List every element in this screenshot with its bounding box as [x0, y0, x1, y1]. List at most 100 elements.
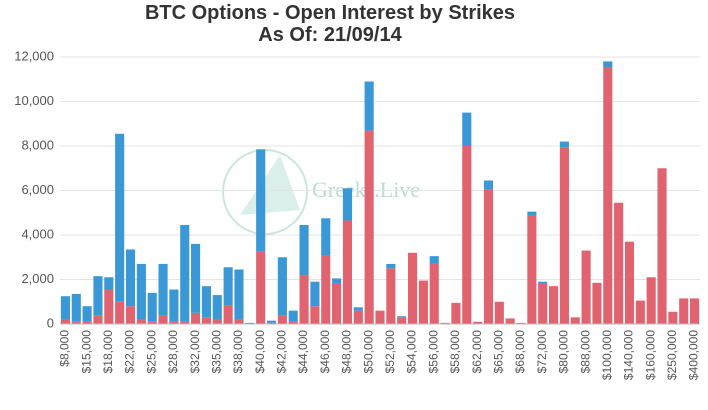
- bar-segment: [451, 303, 460, 324]
- x-tick-label: $46,000: [318, 330, 332, 374]
- x-tick-label: $35,000: [209, 330, 223, 374]
- bar-segment: [224, 305, 233, 324]
- bar-segment: [148, 293, 157, 322]
- bar-segment: [679, 298, 688, 324]
- bar-segment: [354, 311, 363, 324]
- x-tick-label: $42,000: [275, 330, 289, 374]
- bar-segment: [603, 67, 612, 324]
- bar-segment: [614, 203, 623, 324]
- x-tick-label: $54,000: [405, 330, 419, 374]
- x-tick-label: $8,000: [58, 330, 72, 367]
- bar-segment: [527, 212, 536, 215]
- bar-segment: [234, 269, 243, 319]
- bar-segment: [256, 252, 265, 324]
- bar-segment: [278, 315, 287, 324]
- x-tick-label: $28,000: [166, 330, 180, 374]
- bar-segment: [332, 278, 341, 284]
- bar-segment: [158, 315, 167, 324]
- chart-title: BTC Options - Open Interest by Strikes: [145, 2, 515, 24]
- bar-segment: [158, 264, 167, 315]
- bar-segment: [202, 317, 211, 324]
- x-tick-label: $100,000: [600, 330, 614, 380]
- bar-segment: [484, 180, 493, 189]
- bar-segment: [137, 320, 146, 324]
- bar-segment: [668, 312, 677, 324]
- bar-segment: [408, 253, 417, 324]
- bar-segment: [538, 282, 547, 284]
- bar-segment: [61, 296, 70, 319]
- bar-segment: [462, 146, 471, 324]
- x-tick-label: $18,000: [101, 330, 115, 374]
- bar-segment: [549, 286, 558, 324]
- bar-segment: [126, 249, 135, 306]
- y-tick-label: 12,000: [14, 48, 54, 63]
- bar-segment: [636, 301, 645, 324]
- bar-segment: [191, 313, 200, 324]
- bar-segment: [386, 264, 395, 268]
- bar-segment: [321, 218, 330, 255]
- bar-segment: [310, 306, 319, 324]
- bar-segment: [245, 323, 254, 324]
- x-tick-label: $50,000: [361, 330, 375, 374]
- bar-segment: [343, 221, 352, 324]
- bar-segment: [397, 317, 406, 324]
- x-tick-label: $65,000: [491, 330, 505, 374]
- bar-segment: [560, 142, 569, 148]
- bar-segment: [104, 277, 113, 289]
- bar-segment: [484, 189, 493, 324]
- bar-segment: [365, 130, 374, 324]
- x-tick-label: $48,000: [340, 330, 354, 374]
- bar-segment: [72, 294, 81, 322]
- bar-segment: [213, 295, 222, 319]
- bar-segment: [137, 264, 146, 320]
- bar-segment: [527, 215, 536, 324]
- bar-segment: [397, 316, 406, 317]
- x-tick-label: $58,000: [448, 330, 462, 374]
- y-tick-label: 0: [47, 315, 54, 330]
- bar-segment: [115, 302, 124, 324]
- bar-segment: [180, 225, 189, 322]
- bar-segment: [354, 307, 363, 310]
- y-tick-label: 6,000: [21, 182, 54, 197]
- bar-segment: [462, 113, 471, 146]
- bar-segment: [224, 267, 233, 305]
- bar-segment: [506, 318, 515, 324]
- bar-segment: [300, 275, 309, 324]
- x-tick-label: $62,000: [470, 330, 484, 374]
- x-tick-label: $250,000: [665, 330, 679, 380]
- bar-segment: [657, 168, 666, 324]
- bar-segment: [278, 257, 287, 315]
- x-tick-label: $160,000: [643, 330, 657, 380]
- x-tick-label: $25,000: [144, 330, 158, 374]
- bar-segment: [169, 290, 178, 322]
- bar-segment: [592, 283, 601, 324]
- bar-segment: [93, 315, 102, 324]
- bar-segment: [571, 317, 580, 324]
- bar-segment: [365, 81, 374, 130]
- bar-segment: [375, 311, 384, 324]
- bar-segment: [343, 188, 352, 220]
- y-tick-label: 2,000: [21, 271, 54, 286]
- bar-segment: [61, 320, 70, 324]
- chart-subtitle: As Of: 21/09/14: [258, 24, 402, 46]
- x-tick-label: $56,000: [426, 330, 440, 374]
- x-tick-label: $68,000: [513, 330, 527, 374]
- bar-segment: [93, 276, 102, 315]
- bar-segment: [191, 244, 200, 313]
- y-tick-label: 4,000: [21, 226, 54, 241]
- bar-segment: [647, 277, 656, 324]
- bar-segment: [430, 256, 439, 264]
- bar-segment: [289, 311, 298, 322]
- bar-segment: [234, 320, 243, 324]
- bar-segment: [690, 298, 699, 324]
- bar-segment: [321, 255, 330, 324]
- bar-segment: [83, 306, 92, 322]
- bar-segment: [495, 302, 504, 324]
- x-tick-label: $22,000: [123, 330, 137, 374]
- bar-segment: [300, 225, 309, 275]
- x-tick-label: $15,000: [79, 330, 93, 374]
- x-tick-label: $88,000: [578, 330, 592, 374]
- bar-segment: [560, 147, 569, 324]
- bar-segment: [115, 134, 124, 302]
